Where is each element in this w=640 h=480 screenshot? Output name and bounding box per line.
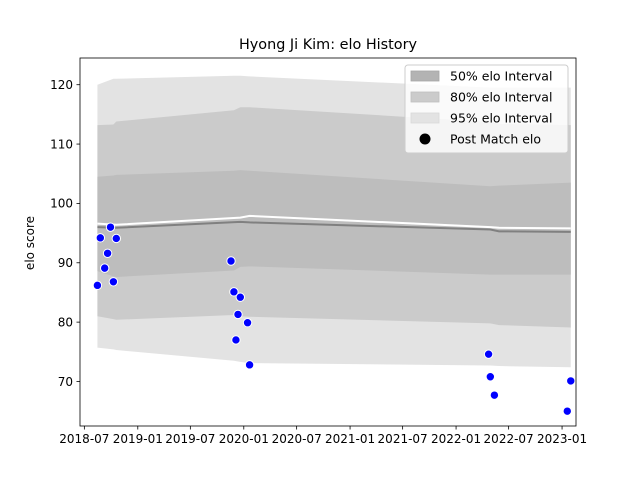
mean-line-upper (97, 214, 571, 230)
x-tick-label: 2022-07 (484, 432, 534, 446)
x-tick-label: 2019-01 (113, 432, 163, 446)
y-tick-label: 80 (58, 315, 73, 329)
legend-label: 80% elo Interval (450, 90, 552, 105)
x-axis: 2018-07 2019-01 2019-07 2020-01 2020-07 2021-… (59, 426, 587, 446)
y-axis-label: elo score (23, 216, 37, 270)
legend-label: 95% elo Interval (450, 111, 552, 126)
legend-box (404, 64, 569, 154)
mean-line-lower (97, 220, 571, 233)
x-tick-label: 2018-07 (59, 432, 109, 446)
data-point (242, 318, 253, 328)
y-tick-label: 120 (50, 78, 73, 92)
y-axis: 70 80 90 100 110 120 (50, 78, 80, 389)
y-tick-label: 70 (58, 375, 73, 389)
legend-marker (419, 133, 431, 145)
data-point (226, 256, 236, 266)
data-point (485, 372, 496, 382)
data-point (99, 263, 110, 273)
x-tick-label: 2022-01 (431, 432, 481, 446)
data-point (92, 280, 103, 291)
data-point (231, 335, 241, 345)
legend-swatch (410, 70, 440, 82)
data-point (111, 233, 122, 244)
data-point (233, 309, 243, 320)
x-tick-label: 2020-07 (272, 432, 322, 446)
x-tick-label: 2021-07 (378, 432, 428, 446)
legend-label: Post Match elo (450, 132, 541, 147)
mean-lines (97, 214, 571, 233)
data-point (566, 376, 576, 386)
data-point (235, 292, 246, 302)
y-tick-label: 100 (50, 197, 73, 211)
data-point (105, 222, 116, 232)
data-point (489, 390, 500, 400)
data-point (108, 277, 119, 287)
x-tick-label: 2023-01 (537, 432, 587, 446)
x-tick-label: 2020-01 (219, 432, 269, 446)
data-point (562, 406, 572, 416)
data-point (244, 360, 255, 370)
legend-label: 50% elo Interval (450, 69, 552, 84)
legend: 50% elo Interval 80% elo Interval 95% elo … (404, 64, 569, 154)
x-tick-label: 2021-01 (325, 432, 375, 446)
band-50-percent (97, 170, 571, 278)
y-tick-label: 110 (50, 137, 73, 151)
chart-title: Hyong Ji Kim: elo History (239, 37, 418, 53)
y-tick-label: 90 (58, 256, 73, 270)
plot-frame (79, 57, 577, 427)
x-tick-label: 2019-07 (165, 432, 215, 446)
data-point (95, 233, 106, 243)
data-point (229, 287, 239, 297)
data-point (483, 349, 494, 359)
legend-swatch (410, 91, 440, 103)
data-point (102, 248, 113, 258)
legend-swatch (410, 112, 440, 124)
post-match-points (92, 222, 576, 416)
